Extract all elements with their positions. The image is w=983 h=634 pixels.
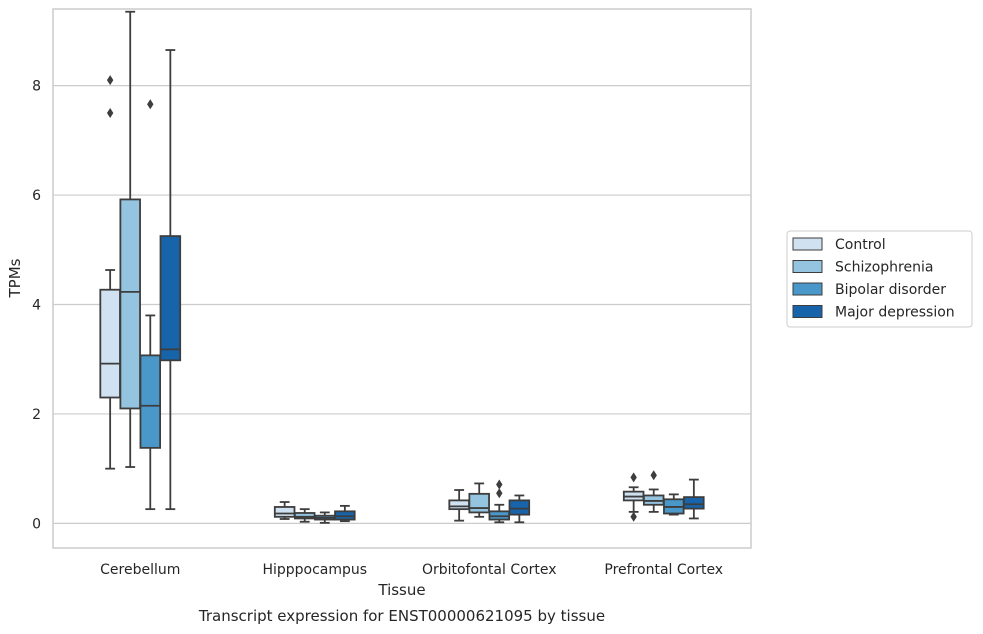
outlier-point [496,479,503,490]
box-bipolar-disorder [488,479,511,524]
box-body [119,198,141,410]
legend-label: Major depression [835,305,955,321]
box-control [273,501,296,520]
y-tick-label: 0 [32,516,41,532]
y-tick-labels: 0 2 4 6 8 [32,79,41,533]
x-tick-label: Prefrontal Cortex [604,562,723,578]
outlier-point [496,488,503,499]
y-tick-label: 4 [32,297,41,313]
legend: Control Schizophrenia Bipolar disorder Majo… [786,230,973,328]
box-major-depression [334,504,356,523]
outlier-point [147,99,154,110]
y-tick-label: 6 [32,188,41,204]
chart-caption: Transcript expression for ENST0000062109… [198,607,605,625]
x-axis-title: Tissue [377,581,425,599]
legend-swatch [792,260,823,273]
boxes [99,10,705,524]
box-bipolar-disorder [663,493,685,516]
box-body [468,492,490,514]
box-body [683,496,705,510]
legend-label: Control [835,237,886,253]
y-tick-label: 8 [32,79,41,95]
x-tick-label: Orbitofontal Cortex [422,562,557,578]
box-body [139,354,162,449]
outlier-point [106,75,114,86]
legend-swatch [792,237,823,251]
box-body [273,506,296,518]
y-axis-title: TPMs [6,258,24,298]
box-bipolar-disorder [139,99,162,511]
box-control [99,75,121,470]
x-tick-labels: Cerebellum Hipppocampus Orbitofontal Corte… [100,562,723,578]
x-tick-label: Cerebellum [100,562,180,578]
y-tick-label: 2 [32,407,41,423]
legend-label: Schizophrenia [835,260,933,276]
outlier-point [630,472,637,483]
box-schizophrenia [468,482,490,518]
box-body [508,499,531,516]
box-body [99,288,121,399]
box-major-depression [159,49,182,511]
plot-area-frame [52,8,752,549]
legend-frame [786,230,973,328]
x-tick-label: Hipppocampus [262,562,367,578]
box-schizophrenia [642,470,665,513]
legend-swatch [792,282,823,296]
box-body [448,499,470,511]
box-body [159,235,182,362]
box-major-depression [508,494,531,524]
legend-label: Bipolar disorder [835,282,946,298]
legend-swatch [792,305,823,318]
outlier-point [650,470,657,481]
outlier-point [106,107,114,118]
box-schizophrenia [119,10,141,468]
box-major-depression [683,478,705,520]
outlier-point [630,511,637,522]
